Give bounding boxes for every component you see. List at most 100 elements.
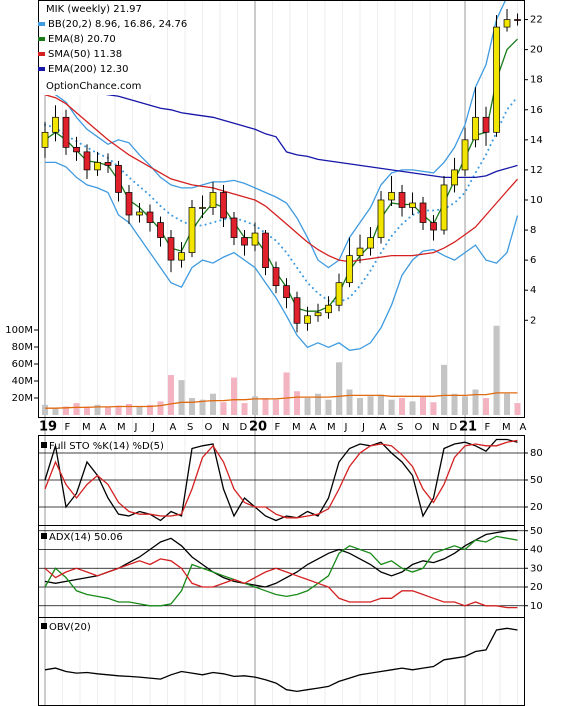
volume-bar — [430, 402, 437, 415]
legend: MIK (weekly) 21.97 OptionChance.com BB(2… — [38, 1, 187, 95]
y-tick-label: 16 — [530, 105, 543, 116]
x-tick-label: J — [151, 422, 155, 433]
x-tick-label: 19 — [39, 420, 57, 435]
volume-bar — [220, 402, 227, 415]
volume-bar — [378, 394, 385, 415]
chart-title: MIK (weekly) 21.97 — [46, 4, 142, 15]
x-tick-label: N — [222, 422, 229, 433]
x-tick-label: J — [134, 422, 138, 433]
x-tick-label: M — [82, 422, 91, 433]
volume-tick-label: 40M — [12, 376, 33, 387]
volume-bar — [346, 389, 353, 415]
x-tick-label: O — [415, 422, 423, 433]
y-tick-label: 20 — [530, 502, 543, 513]
volume-bar — [409, 401, 416, 415]
y-tick-label: 50 — [530, 475, 543, 486]
x-tick-label: 21 — [459, 420, 477, 435]
candle-body — [136, 211, 143, 216]
indicator-line — [44, 558, 518, 609]
indicator-line — [44, 438, 518, 522]
y-tick-label: 4 — [530, 285, 536, 296]
candle-body — [440, 184, 448, 231]
candle-body — [346, 255, 353, 284]
volume-bar — [325, 399, 332, 415]
volume-bar — [168, 375, 175, 415]
x-tick-label: M — [117, 422, 126, 433]
volume-bar — [315, 393, 322, 415]
panel-title: ADX(14) 50.06 — [49, 532, 123, 543]
y-tick-label: 22 — [530, 15, 543, 26]
volume-bar — [514, 403, 521, 415]
candle-body — [514, 19, 521, 21]
indicator-line — [44, 94, 518, 263]
y-tick-label: 8 — [530, 225, 536, 236]
volume-bar — [472, 389, 479, 415]
volume-bar — [294, 391, 301, 415]
candle-body — [262, 232, 269, 268]
x-tick-label: A — [170, 422, 177, 433]
candle-body — [115, 165, 122, 193]
candle-body — [304, 315, 311, 324]
volume-bar — [241, 403, 248, 415]
volume-bar — [462, 396, 469, 415]
x-tick-label: F — [65, 422, 71, 433]
y-tick-label: 80 — [530, 448, 543, 459]
x-tick-label: O — [205, 422, 213, 433]
volume-tick-label: 60M — [12, 359, 33, 370]
candle-body — [251, 232, 259, 246]
candle-body — [146, 211, 154, 223]
candle-body — [493, 26, 500, 133]
x-tick-label: J — [361, 422, 365, 433]
candle-body — [167, 237, 175, 261]
volume-bar — [441, 364, 448, 415]
legend-swatch — [38, 67, 45, 71]
x-tick-label: A — [380, 422, 387, 433]
candle-body — [314, 312, 322, 317]
candle-body — [377, 199, 385, 238]
candle-body — [125, 192, 133, 216]
price-frame — [38, 0, 525, 418]
candle-body — [398, 192, 406, 208]
candle-body — [430, 222, 437, 231]
y-tick-label: 14 — [530, 135, 543, 146]
volume-bar — [367, 396, 374, 415]
volume-bar — [115, 405, 122, 415]
candle-body — [220, 192, 227, 219]
candle-body — [451, 169, 458, 186]
candle-body — [272, 267, 280, 287]
y-tick-label: 2 — [530, 315, 536, 326]
indicator-line — [44, 38, 518, 312]
panel-title: OBV(20) — [49, 622, 91, 633]
volume-bar — [493, 325, 500, 415]
bb-lower — [45, 161, 519, 351]
x-tick-label: N — [432, 422, 439, 433]
panel-titles: Full STO %K(14) %D(5) ADX(14) 50.06 OBV(… — [41, 441, 164, 633]
candle-body — [52, 116, 59, 133]
legend-label: SMA(50) 11.38 — [48, 49, 122, 60]
volume-bar — [73, 403, 80, 415]
candle-body — [178, 252, 185, 261]
candle-body — [241, 237, 248, 246]
legend-label: EMA(200) 12.30 — [48, 64, 128, 75]
volume-bar — [231, 377, 238, 415]
bb-upper — [44, 0, 507, 269]
grid-layer — [38, 0, 524, 706]
legend-swatch — [38, 22, 45, 26]
x-tick-label: J — [344, 422, 348, 433]
candle-body — [325, 304, 332, 314]
y-tick-label: 18 — [530, 75, 543, 86]
candle-body — [94, 162, 101, 171]
x-tick-label: 20 — [249, 420, 267, 435]
candle-body — [62, 116, 70, 148]
y-tick-label: 40 — [530, 545, 543, 556]
candle-body — [104, 162, 112, 166]
y-tick-label: 12 — [530, 165, 543, 176]
candle-body — [335, 282, 343, 306]
legend-label: EMA(8) 20.70 — [48, 34, 116, 45]
volume-bar — [189, 398, 196, 415]
candle-body — [209, 192, 217, 208]
candle-body — [472, 116, 479, 141]
title-swatch — [41, 623, 47, 629]
volume-bar — [252, 396, 259, 415]
